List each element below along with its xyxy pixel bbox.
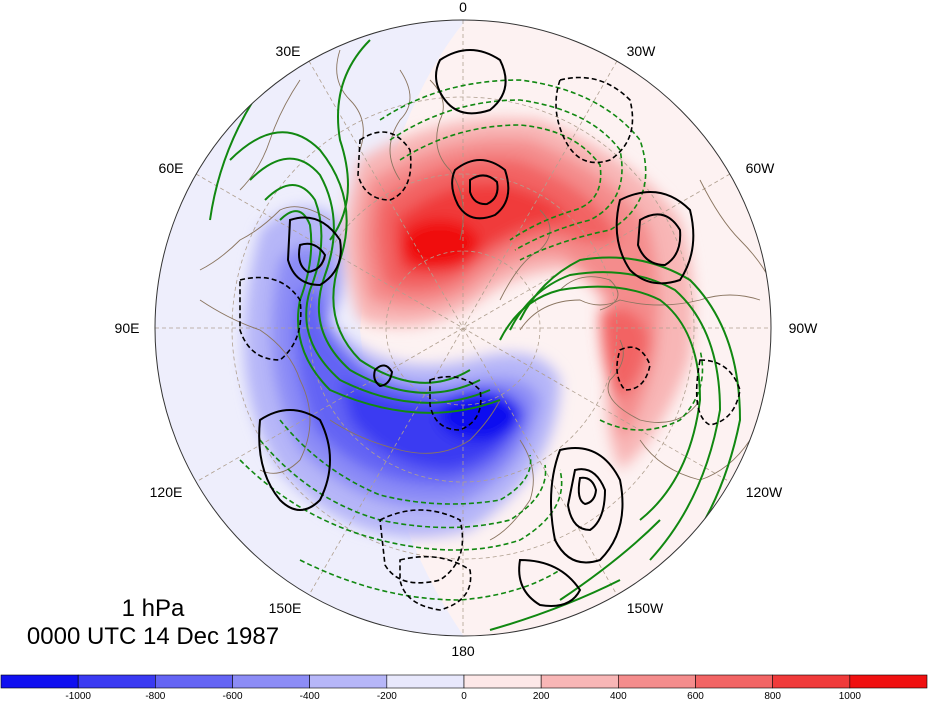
colorbar-swatch xyxy=(463,674,542,689)
longitude-labels: 0 30W 60W 90W 120W 150W 180 150E 120E 90… xyxy=(115,0,819,659)
colorbar-swatch xyxy=(618,674,696,689)
map-disk xyxy=(155,20,771,636)
colorbar-swatch xyxy=(309,674,388,689)
colorbar-swatch xyxy=(232,674,310,689)
lon-label-150w: 150W xyxy=(627,600,664,616)
lon-label-120w: 120W xyxy=(746,484,783,500)
colorbar: -1000 -800 -600 -400 -200 0 200 400 600 800 1000 xyxy=(0,674,928,702)
black-solid-contours xyxy=(258,49,695,607)
lon-label-150e: 150E xyxy=(269,600,302,616)
colorbar-tick-label: -800 xyxy=(145,691,165,702)
colorbar-swatch xyxy=(540,674,619,689)
colorbar-tick-label: -600 xyxy=(222,691,242,702)
lon-label-60w: 60W xyxy=(746,160,776,176)
lon-label-30w: 30W xyxy=(627,43,657,59)
colorbar-tick-label: 800 xyxy=(764,691,781,702)
lon-label-90e: 90E xyxy=(115,320,140,336)
colorbar-tick-label: 1000 xyxy=(839,691,862,702)
negative-anomaly-shading xyxy=(244,207,560,538)
lon-label-60e: 60E xyxy=(159,160,184,176)
colorbar-swatch xyxy=(155,674,233,689)
time-label: 0000 UTC 14 Dec 1987 xyxy=(27,623,279,650)
colorbar-tick-label: 0 xyxy=(461,691,467,702)
colorbar-swatch xyxy=(77,674,156,689)
colorbar-tick-label: -400 xyxy=(300,691,320,702)
lon-label-30e: 30E xyxy=(276,43,301,59)
lon-label-120e: 120E xyxy=(150,484,183,500)
lon-label-0: 0 xyxy=(459,0,467,15)
colorbar-swatch xyxy=(772,674,851,689)
colorbar-tick-label: -1000 xyxy=(65,691,91,702)
colorbar-tick-label: 200 xyxy=(533,691,550,702)
level-label: 1 hPa xyxy=(122,595,185,622)
colorbar-swatch xyxy=(849,674,928,689)
colorbar-tick-label: 400 xyxy=(610,691,627,702)
colorbar-tick-label: -200 xyxy=(377,691,397,702)
colorbar-tick-label: 600 xyxy=(687,691,704,702)
colorbar-swatch xyxy=(386,674,465,689)
lon-label-90w: 90W xyxy=(789,320,819,336)
colorbar-swatch xyxy=(695,674,773,689)
map-border xyxy=(154,19,772,637)
lon-label-180: 180 xyxy=(451,643,475,659)
black-dashed-contours xyxy=(239,76,741,611)
positive-anomaly-shading xyxy=(345,118,694,470)
colorbar-swatch xyxy=(0,674,79,689)
